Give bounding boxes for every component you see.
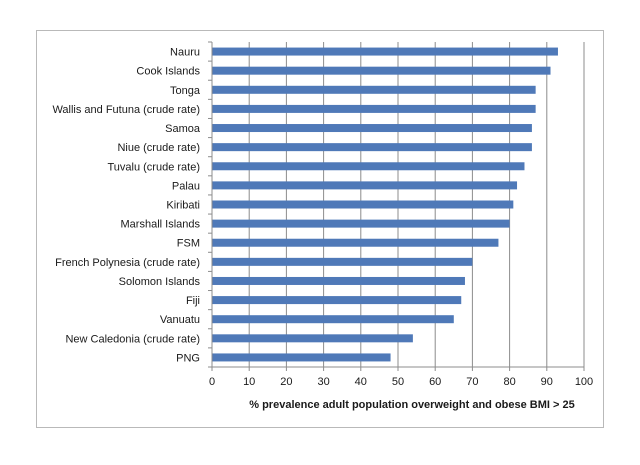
category-label: Niue (crude rate) bbox=[117, 142, 200, 154]
x-tick-label: 80 bbox=[503, 376, 515, 388]
category-label: Vanuatu bbox=[160, 314, 200, 326]
bar-12 bbox=[212, 276, 465, 285]
category-label: Kiribati bbox=[166, 200, 200, 212]
x-tick-label: 60 bbox=[429, 376, 441, 388]
category-label: Nauru bbox=[170, 47, 200, 59]
category-label: Tonga bbox=[170, 85, 201, 97]
bar-10 bbox=[212, 238, 499, 247]
x-tick-label: 0 bbox=[209, 376, 215, 388]
bar-7 bbox=[212, 181, 518, 190]
category-label: Fiji bbox=[186, 295, 200, 307]
bar-4 bbox=[212, 124, 532, 133]
x-tick-label: 30 bbox=[317, 376, 329, 388]
bar-2 bbox=[212, 85, 536, 94]
bar-9 bbox=[212, 219, 510, 228]
bar-16 bbox=[212, 353, 391, 362]
x-tick-label: 100 bbox=[575, 376, 593, 388]
category-label: Samoa bbox=[165, 123, 201, 135]
category-label: Palau bbox=[172, 180, 200, 192]
category-label: Wallis and Futuna (crude rate) bbox=[52, 104, 200, 116]
category-label: Cook Islands bbox=[136, 66, 200, 78]
category-label: Marshall Islands bbox=[121, 219, 201, 231]
bar-5 bbox=[212, 143, 532, 152]
bar-13 bbox=[212, 296, 462, 305]
x-tick-label: 50 bbox=[392, 376, 404, 388]
bar-6 bbox=[212, 162, 525, 171]
bar-8 bbox=[212, 200, 514, 209]
category-label: PNG bbox=[176, 352, 200, 364]
bar-0 bbox=[212, 47, 558, 56]
x-tick-label: 20 bbox=[280, 376, 292, 388]
bar-11 bbox=[212, 257, 473, 266]
x-axis-title: % prevalence adult population overweight… bbox=[249, 399, 575, 411]
bar-15 bbox=[212, 334, 413, 343]
x-tick-label: 10 bbox=[243, 376, 255, 388]
bar-14 bbox=[212, 315, 454, 324]
bar-3 bbox=[212, 104, 536, 113]
x-tick-label: 40 bbox=[355, 376, 367, 388]
x-tick-label: 90 bbox=[541, 376, 553, 388]
category-label: Tuvalu (crude rate) bbox=[107, 161, 200, 173]
category-label: Solomon Islands bbox=[119, 276, 201, 288]
category-label: French Polynesia (crude rate) bbox=[55, 257, 200, 269]
category-label: New Caledonia (crude rate) bbox=[65, 333, 200, 345]
bar-1 bbox=[212, 66, 551, 75]
x-tick-label: 70 bbox=[466, 376, 478, 388]
category-label: FSM bbox=[177, 238, 200, 250]
